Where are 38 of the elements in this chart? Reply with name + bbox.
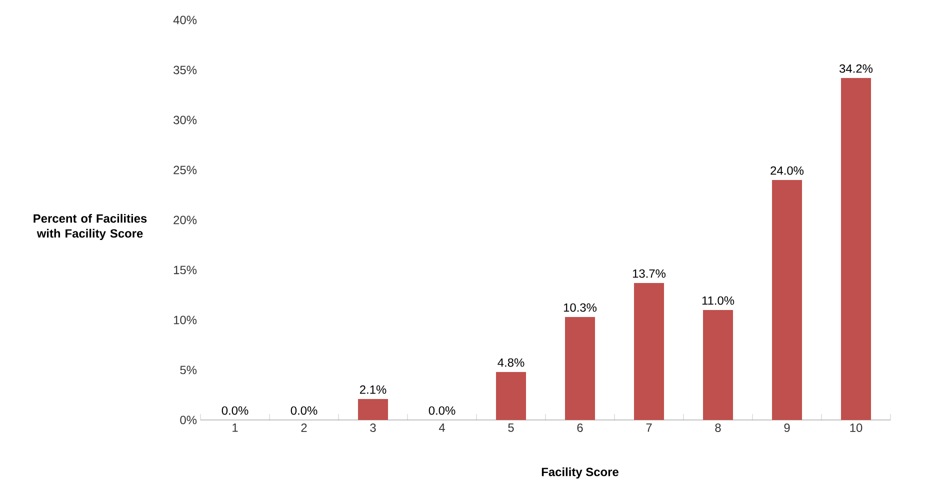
y-tick-label: 25% (174, 166, 197, 174)
data-label: 24.0% (770, 166, 804, 175)
bar (358, 398, 388, 420)
bar (772, 180, 802, 420)
bar (634, 282, 664, 420)
x-tick-label: 2 (301, 424, 307, 432)
bar (496, 372, 526, 420)
data-label: 34.2% (840, 64, 873, 73)
x-axis-title: Facility Score (542, 467, 618, 479)
x-tick-label: 1 (232, 424, 238, 432)
data-label: 0.0% (428, 406, 456, 415)
y-axis-title: Percent of Facilities with Facility Score (34, 214, 147, 240)
x-tick-label: 5 (508, 424, 514, 432)
data-label: 0.0% (222, 406, 248, 415)
x-tick-label: 8 (715, 424, 721, 432)
y-tick-label: 40% (173, 16, 197, 24)
x-tick-label: 9 (784, 424, 790, 432)
bar (565, 316, 596, 420)
bar (841, 78, 872, 420)
y-tick-label: 5% (180, 366, 197, 374)
x-tick-label: 7 (646, 424, 652, 432)
data-label: 2.1% (360, 385, 386, 394)
data-label: 0.0% (290, 406, 318, 415)
y-tick-label: 35% (174, 66, 197, 74)
bar (703, 310, 734, 420)
x-tick-label: 6 (577, 424, 583, 432)
y-tick-label: 0% (180, 416, 197, 424)
data-label: 4.8% (498, 358, 524, 367)
x-tick-label: 3 (370, 424, 376, 432)
y-tick-label: 15% (174, 266, 197, 274)
data-label: 11.0% (702, 296, 734, 305)
y-tick-label: 30% (174, 116, 197, 124)
y-tick-label: 10% (174, 316, 197, 324)
x-tick-label: 4 (438, 424, 445, 432)
data-label: 10.3% (564, 303, 597, 312)
data-label: 13.7% (632, 269, 666, 278)
y-tick-label: 20% (174, 216, 197, 224)
x-tick-label: 10 (850, 424, 862, 432)
